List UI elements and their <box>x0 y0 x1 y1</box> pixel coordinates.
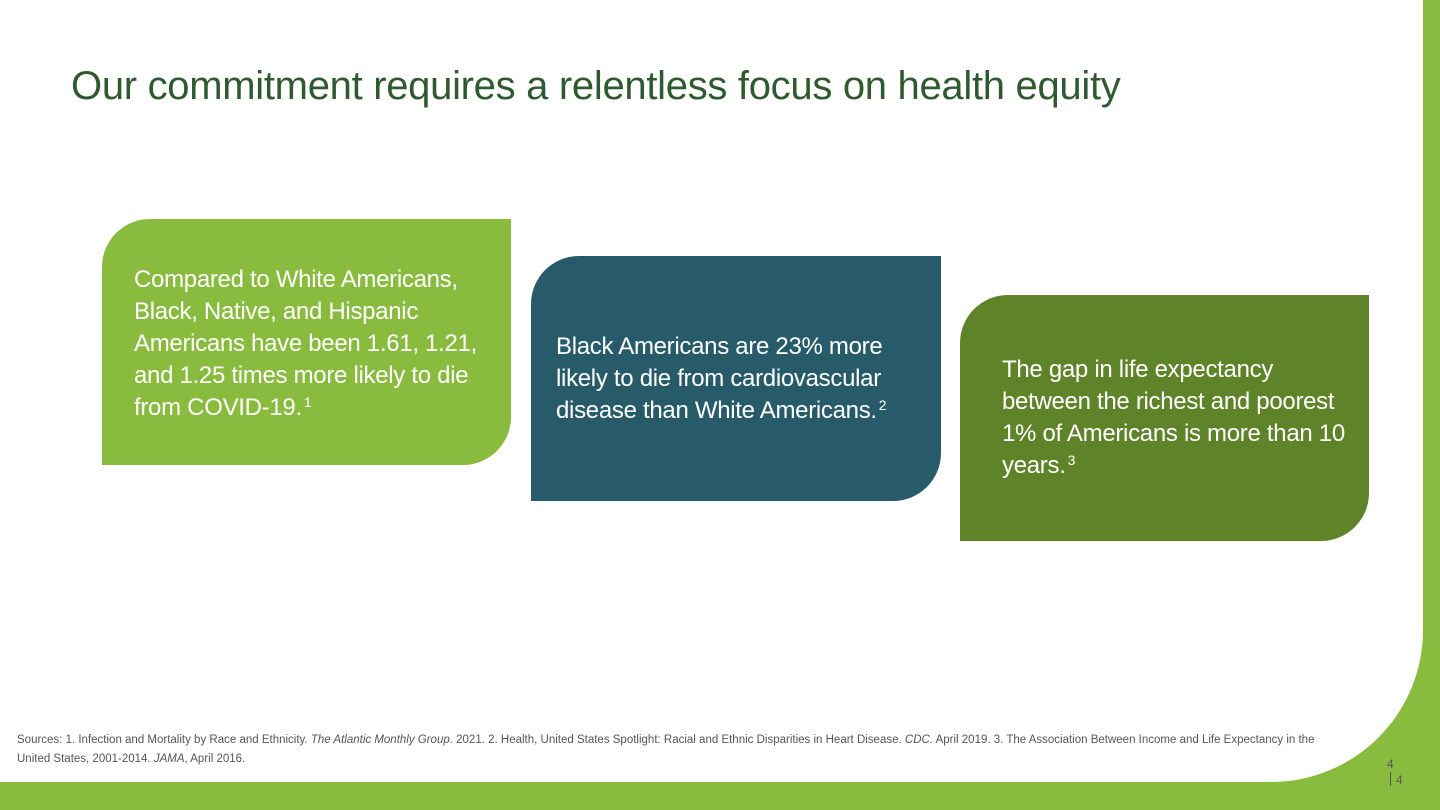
stat-card-cardiovascular: Black Americans are 23% more likely to d… <box>531 256 941 501</box>
slide-title: Our commitment requires a relentless foc… <box>71 64 1121 108</box>
stat-card-text: The gap in life expectancy between the r… <box>1002 356 1345 479</box>
footnote-marker: 3 <box>1067 452 1076 468</box>
page-number-divider <box>1390 772 1391 786</box>
stat-card-text: Black Americans are 23% more likely to d… <box>556 332 883 424</box>
sources-footnote: Sources: 1. Infection and Mortality by R… <box>17 731 1317 769</box>
sources-text: , April 2016. <box>184 753 246 765</box>
stat-card-text: Compared to White Americans, Black, Nati… <box>134 266 477 421</box>
sources-text: Sources: 1. Infection and Mortality by R… <box>17 734 311 746</box>
page-number-value: 4 <box>1396 773 1403 787</box>
source-publication: CDC. <box>904 734 934 746</box>
page-number-upper: 4 <box>1387 757 1394 771</box>
footnote-marker: 2 <box>878 396 887 413</box>
source-publication: The Atlantic Monthly Group <box>310 734 450 746</box>
footnote-marker: 1 <box>303 394 312 410</box>
sources-text: April 2019. 3. The Association Between I… <box>17 734 1315 765</box>
page-number: 4 <box>1390 772 1403 787</box>
stat-card-life-expectancy: The gap in life expectancy between the r… <box>960 295 1369 541</box>
stat-card-covid: Compared to White Americans, Black, Nati… <box>102 219 511 465</box>
source-publication: JAMA <box>153 753 185 765</box>
sources-text: . 2021. 2. Health, United States Spotlig… <box>449 734 905 746</box>
